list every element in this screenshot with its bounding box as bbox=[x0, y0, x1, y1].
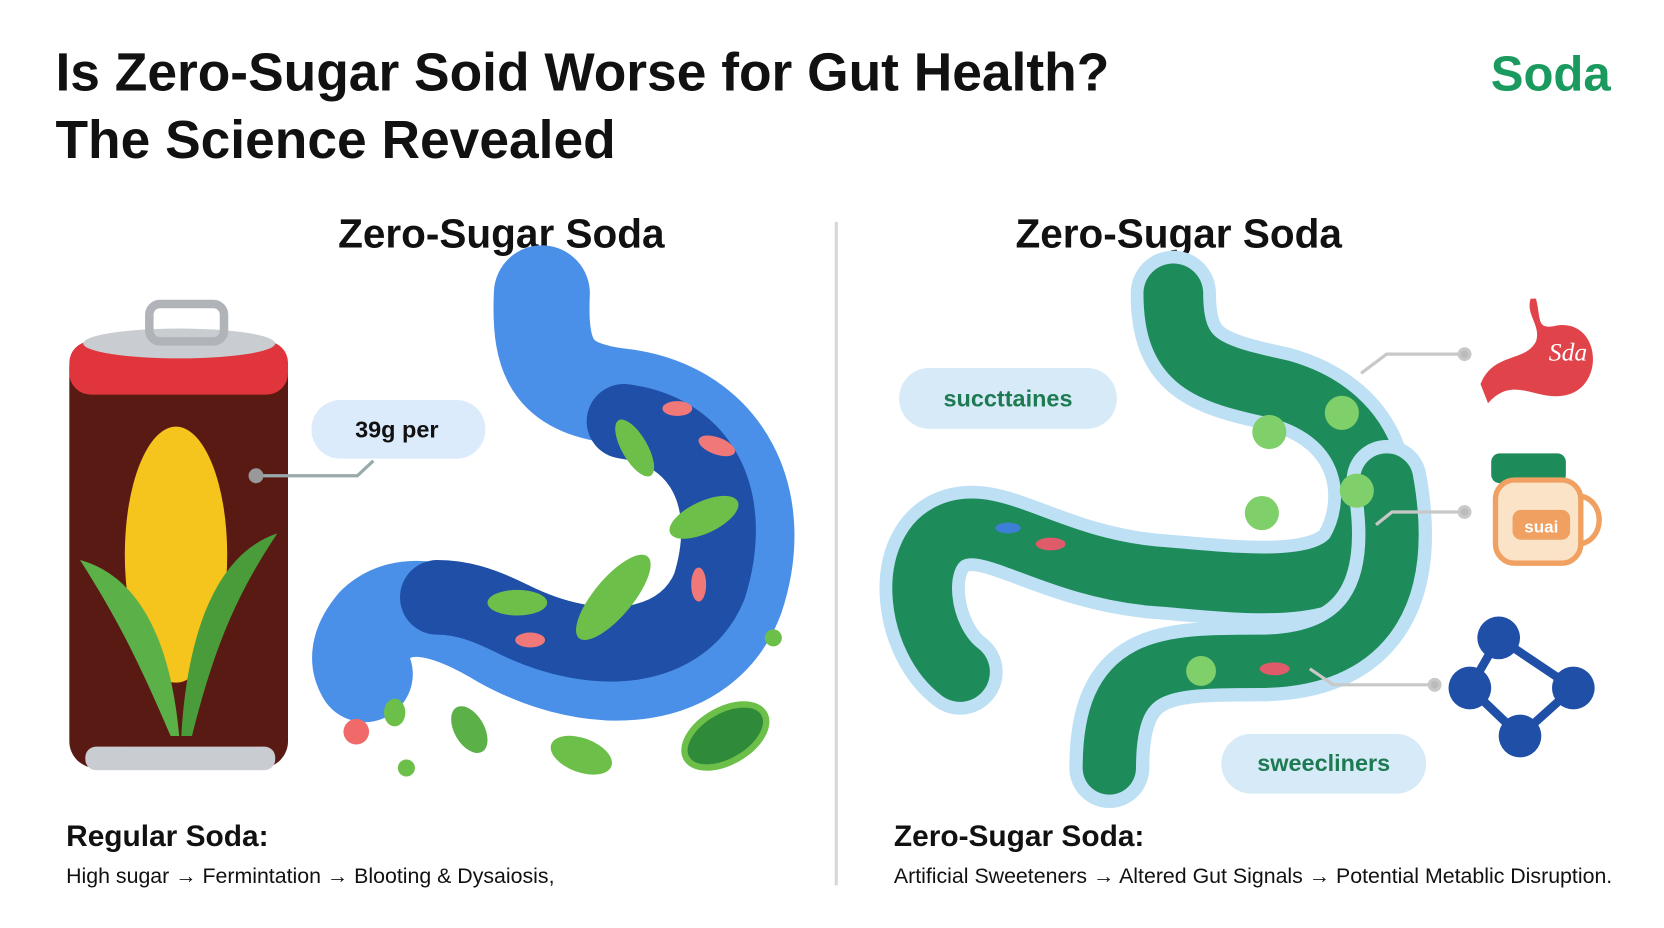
title-line: Is Zero-Sugar Soid Worse for Gut Health? bbox=[55, 44, 1109, 103]
summary-text: Artificial Sweeteners → Altered Gut Sign… bbox=[894, 864, 1612, 888]
summary-title: Regular Soda: bbox=[66, 820, 268, 853]
intestine-green bbox=[879, 250, 1432, 808]
callout-pill bbox=[311, 400, 486, 459]
stomach-icon bbox=[1480, 298, 1593, 404]
summary-title: Zero-Sugar Soda: bbox=[894, 820, 1145, 853]
callout-label: succttaines bbox=[943, 385, 1072, 411]
callout-dot bbox=[248, 468, 264, 484]
jar-icon bbox=[1491, 453, 1602, 566]
callout-label: sweecliners bbox=[1257, 750, 1390, 776]
summary-text: High sugar → Fermintation → Blooting & D… bbox=[66, 864, 554, 888]
bacteria bbox=[343, 629, 782, 777]
logo: Soda bbox=[1491, 48, 1612, 102]
callout-pill bbox=[899, 368, 1117, 429]
title-line: The Science Revealed bbox=[55, 111, 615, 170]
soda-can bbox=[69, 299, 288, 771]
stomach-blue bbox=[312, 245, 795, 723]
connector-lines bbox=[1308, 347, 1472, 692]
callout-label: 39g per bbox=[355, 416, 438, 442]
callout-line bbox=[256, 459, 375, 478]
icon-label: suai bbox=[1524, 517, 1558, 536]
panel-heading: Zero-Sugar Soda bbox=[1015, 210, 1342, 256]
panel-heading: Zero-Sugar Soda bbox=[338, 210, 665, 256]
callout-pill bbox=[1221, 733, 1427, 794]
icon-label: Sda bbox=[1549, 338, 1587, 367]
molecule-icon bbox=[1448, 616, 1595, 758]
